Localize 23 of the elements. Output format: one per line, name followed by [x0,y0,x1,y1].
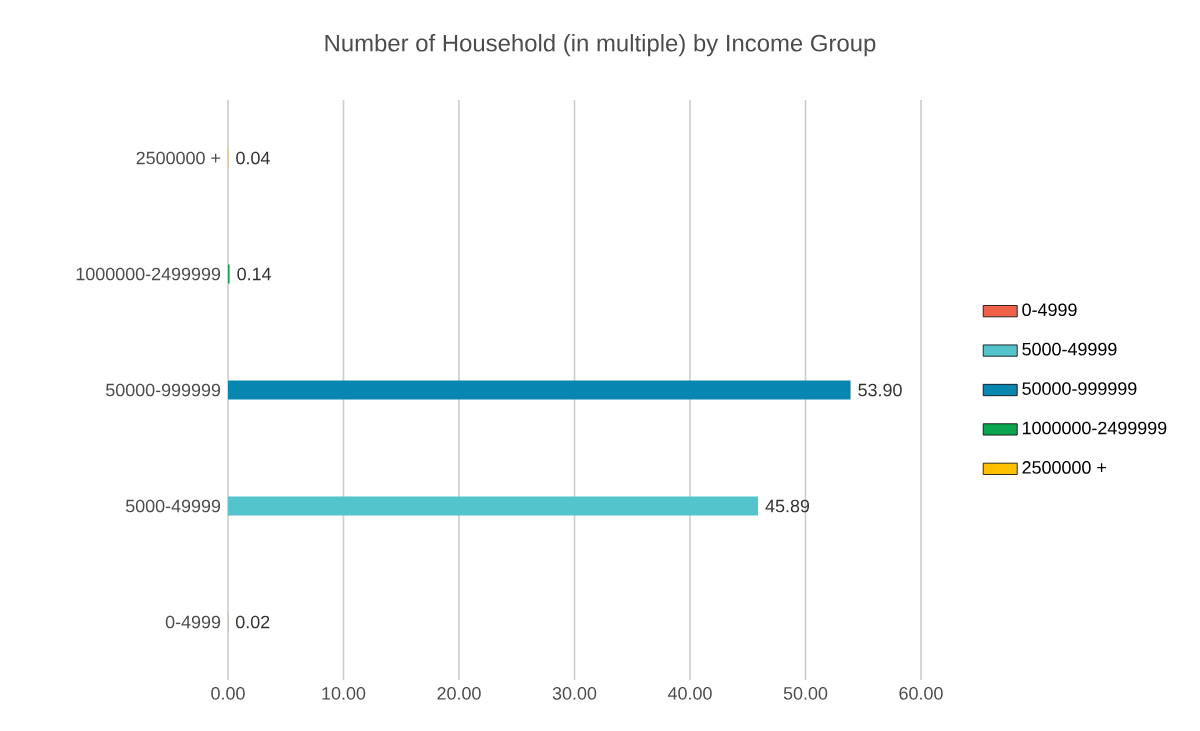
x-tick-label: 0.00 [211,687,245,700]
y-tick-label: 50000-999999 [106,383,221,397]
data-label: 0.04 [236,151,270,165]
y-tick-label: 1000000-2499999 [76,267,221,281]
x-tick-label: 20.00 [437,687,481,700]
x-tick-label: 60.00 [899,687,943,700]
data-label: 0.02 [235,615,270,629]
legend-label: 2500000 + [1022,461,1106,474]
data-label: 53.90 [858,383,902,397]
legend-label: 50000-999999 [1022,382,1137,395]
y-tick-label: 5000-49999 [125,499,221,513]
legend-label: 0-4999 [1022,303,1077,317]
data-label: 0.14 [237,267,272,281]
legend-label: 5000-49999 [1022,342,1117,356]
y-tick-label: 0-4999 [165,615,221,629]
x-tick-label: 30.00 [552,687,597,700]
x-tick-label: 40.00 [667,687,712,700]
data-label: 45.89 [765,499,810,513]
x-tick-label: 10.00 [322,687,366,700]
x-tick-label: 50.00 [783,687,828,700]
y-tick-label: 2500000 + [136,151,221,165]
legend-label: 1000000-2499999 [1022,421,1167,435]
chart-title: Number of Household (in multiple) by Income Group [325,34,876,57]
